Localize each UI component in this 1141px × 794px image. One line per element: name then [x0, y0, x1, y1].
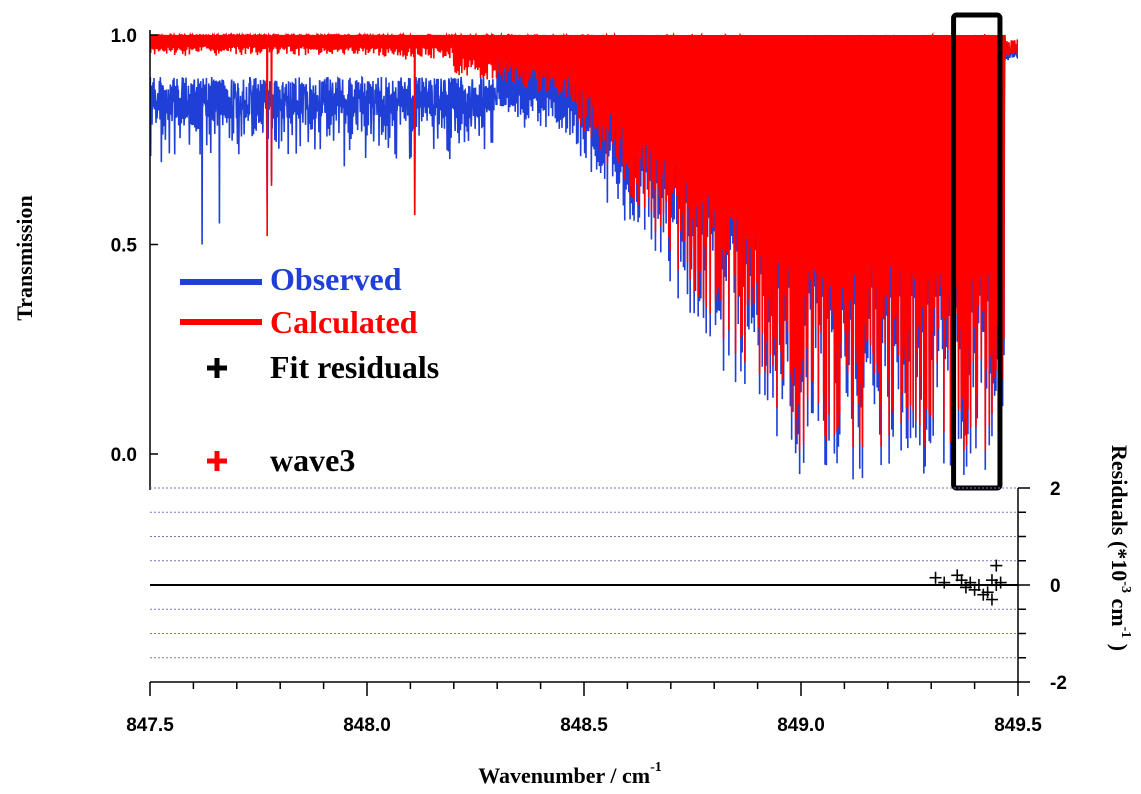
- residual-points: [929, 559, 1007, 606]
- residual-tick-label: -2: [1050, 673, 1067, 694]
- residual-point: [972, 579, 985, 591]
- residual-tick-label: 2: [1050, 479, 1061, 500]
- residuals-axis-title: Residuals (*10-3 cm-1 ): [1107, 445, 1133, 651]
- residual-point: [964, 576, 977, 589]
- x-tick-label: 848.0: [343, 715, 391, 736]
- transmission-ticks: 0.0 0.5 1.0: [111, 26, 158, 466]
- calculated-spectrum: [150, 31, 1018, 451]
- legend-wave3-label: wave3: [270, 442, 355, 478]
- transmission-panel: 0.0 0.5 1.0 Transmission: [12, 12, 1018, 491]
- x-ticks: 847.5 848.0 848.5 849.0 849.5: [126, 682, 1042, 736]
- x-tick-label: 848.5: [560, 715, 608, 736]
- residual-point: [985, 593, 998, 606]
- residual-point: [981, 586, 994, 599]
- transmission-tick-label: 1.0: [111, 26, 137, 47]
- highlight-box: [951, 12, 1003, 491]
- residual-point: [929, 571, 942, 584]
- transmission-tick-label: 0.0: [111, 445, 137, 466]
- legend-wave3-marker: [207, 451, 227, 471]
- x-axis-title: Wavenumber / cm-1: [478, 760, 662, 788]
- legend: Observed Calculated Fit residuals wave3: [180, 261, 439, 478]
- residuals-panel: -2 0 2 Residuals (*10-3 cm-1 ): [150, 445, 1133, 694]
- calculated-line: [150, 31, 1018, 451]
- x-tick-label: 849.0: [777, 715, 825, 736]
- x-tick-label: 849.5: [994, 715, 1042, 736]
- residual-point: [938, 576, 951, 589]
- residual-ticks: -2 0 2: [1018, 479, 1067, 694]
- legend-fit-residuals-label: Fit residuals: [270, 349, 439, 385]
- x-axis: 847.5 848.0 848.5 849.0 849.5 Wavenumber / c…: [126, 681, 1042, 788]
- legend-fit-residuals-marker: [207, 358, 227, 378]
- residual-point: [955, 574, 968, 587]
- residual-tick-label: 0: [1050, 576, 1061, 597]
- transmission-tick-label: 0.5: [111, 236, 138, 257]
- residual-point: [990, 559, 1003, 572]
- legend-calculated-label: Calculated: [270, 304, 418, 340]
- legend-observed-label: Observed: [270, 261, 402, 297]
- residual-gridlines: [150, 487, 1018, 659]
- x-tick-label: 847.5: [126, 715, 174, 736]
- residual-point: [994, 576, 1007, 589]
- transmission-axis-title: Transmission: [12, 195, 37, 321]
